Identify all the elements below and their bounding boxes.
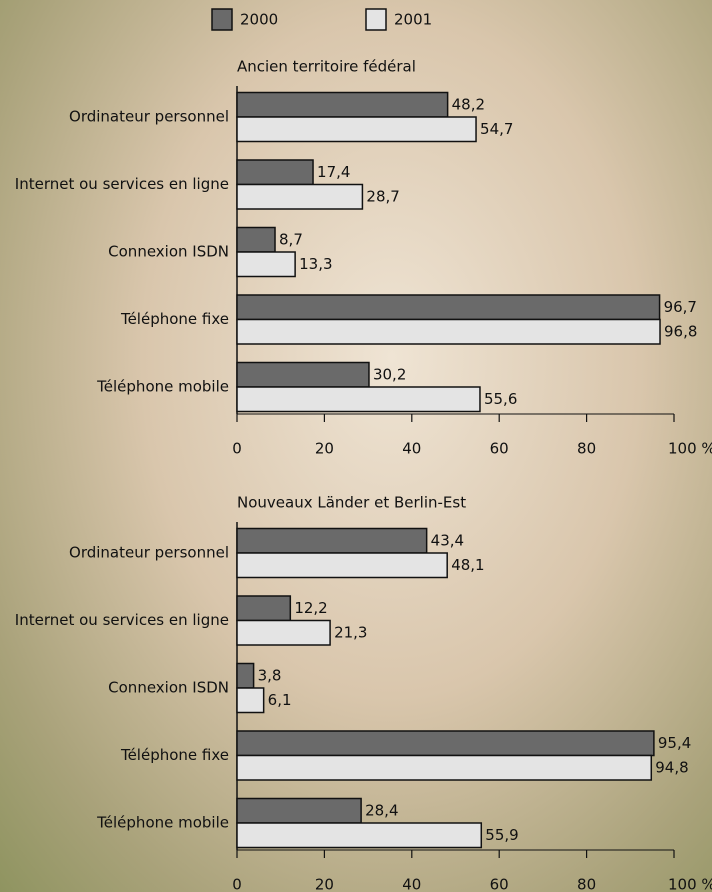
chart-title: Ancien territoire fédéral <box>237 58 416 76</box>
category-label: Ordinateur personnel <box>69 108 229 126</box>
bar <box>236 386 481 413</box>
bar <box>236 754 653 781</box>
bar <box>236 251 296 278</box>
x-tick-label: 60 <box>490 440 509 458</box>
bar <box>236 183 364 210</box>
value-label: 96,8 <box>664 322 697 340</box>
x-tick-label: 0 <box>232 876 242 892</box>
bar <box>236 361 370 388</box>
x-tick-label: 20 <box>315 440 334 458</box>
bar <box>236 527 428 554</box>
bar <box>236 294 661 321</box>
legend-swatch <box>211 8 233 31</box>
x-tick-label: 40 <box>402 876 421 892</box>
x-tick-label: 60 <box>490 876 509 892</box>
category-label: Internet ou services en ligne <box>15 175 229 193</box>
value-label: 96,7 <box>664 298 697 316</box>
bar <box>236 159 314 186</box>
x-tick-label: 20 <box>315 876 334 892</box>
bar <box>236 687 265 714</box>
category-label: Téléphone fixe <box>120 310 229 328</box>
x-tick-label: 80 <box>577 440 596 458</box>
value-label: 13,3 <box>299 255 332 273</box>
category-label: Téléphone mobile <box>96 814 229 832</box>
bar <box>236 595 292 622</box>
bar <box>236 116 477 143</box>
bar <box>236 226 276 253</box>
value-label: 21,3 <box>334 623 367 641</box>
value-label: 55,6 <box>484 390 517 408</box>
bar <box>236 662 255 689</box>
value-label: 95,4 <box>658 734 691 752</box>
value-label: 48,1 <box>451 556 484 574</box>
value-label: 43,4 <box>431 531 464 549</box>
bar <box>236 91 449 118</box>
value-label: 8,7 <box>279 230 303 248</box>
value-label: 54,7 <box>480 120 513 138</box>
chart-title: Nouveaux Länder et Berlin-Est <box>237 494 466 512</box>
bar <box>236 797 362 824</box>
category-label: Connexion ISDN <box>108 243 229 261</box>
x-tick-label: 0 <box>232 440 242 458</box>
category-label: Téléphone fixe <box>120 746 229 764</box>
value-label: 94,8 <box>655 758 688 776</box>
value-label: 17,4 <box>317 163 350 181</box>
value-label: 28,4 <box>365 801 398 819</box>
category-label: Connexion ISDN <box>108 679 229 697</box>
value-label: 6,1 <box>268 691 292 709</box>
x-tick-label: 100 % <box>668 440 712 458</box>
bar <box>236 318 661 345</box>
legend-label: 2001 <box>394 11 432 29</box>
category-label: Téléphone mobile <box>96 378 229 396</box>
value-label: 3,8 <box>258 666 282 684</box>
bar <box>236 552 448 579</box>
value-label: 28,7 <box>366 187 399 205</box>
category-label: Ordinateur personnel <box>69 544 229 562</box>
x-tick-label: 80 <box>577 876 596 892</box>
legend-swatch <box>365 8 387 31</box>
x-tick-label: 40 <box>402 440 421 458</box>
value-label: 30,2 <box>373 365 406 383</box>
x-tick-label: 100 % <box>668 876 712 892</box>
value-label: 12,2 <box>294 599 327 617</box>
value-label: 55,9 <box>485 826 518 844</box>
value-label: 48,2 <box>452 95 485 113</box>
bar <box>236 730 655 757</box>
bar <box>236 822 483 849</box>
category-label: Internet ou services en ligne <box>15 611 229 629</box>
bar <box>236 619 331 646</box>
legend-label: 2000 <box>240 11 278 29</box>
